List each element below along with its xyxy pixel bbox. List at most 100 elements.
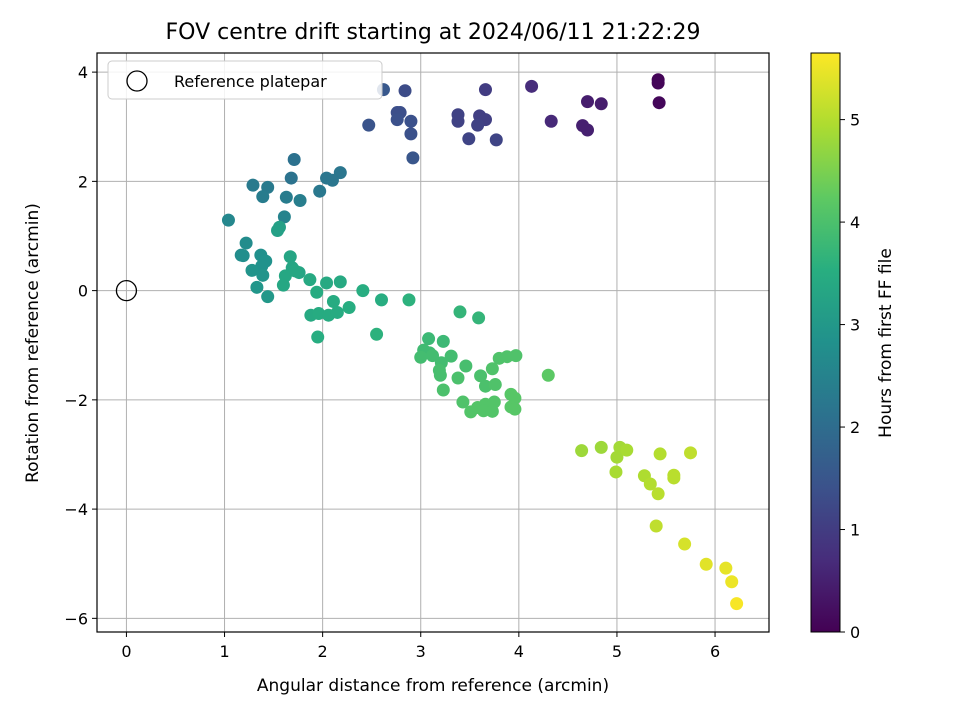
data-point [356,284,370,298]
x-tick-label: 0 [121,642,131,661]
data-point [581,95,595,109]
data-point [643,477,657,491]
data-point [581,123,595,137]
legend-marker-icon [126,70,148,92]
data-point [436,383,450,397]
data-point [575,444,589,458]
data-point [489,133,503,147]
data-point [453,305,467,319]
data-point [730,597,744,611]
data-point [404,114,418,128]
data-point [525,79,539,93]
data-point [541,368,555,382]
colorbar-tick-label: 0 [850,623,860,642]
x-tick-label: 6 [710,642,720,661]
data-points [115,73,744,611]
data-point [426,349,440,363]
y-axis-label: Rotation from reference (arcmin) [23,203,43,483]
data-point [330,305,344,319]
data-point [653,447,667,461]
colorbar-label: Hours from first FF file [876,248,896,438]
data-point [620,443,634,457]
data-point [488,378,502,392]
data-point [471,118,485,132]
data-point [462,132,476,146]
data-point [451,371,465,385]
data-point [293,193,307,207]
data-point [478,83,492,97]
data-point [245,263,259,277]
data-point [402,293,416,307]
data-point [320,276,334,290]
y-tick-label: −4 [64,500,88,519]
data-point [414,350,428,364]
colorbar-ticks: 0 1 2 3 4 5 [840,111,860,642]
data-point [342,301,356,315]
data-point [508,402,522,416]
data-point [246,178,260,192]
x-tick-label: 2 [318,642,328,661]
data-point [313,184,327,198]
y-tick-label: 4 [78,63,88,82]
x-ticks: 0 1 2 3 4 5 6 [121,632,720,661]
colorbar-tick-label: 4 [850,213,860,232]
data-point [398,84,412,98]
data-point [433,368,447,382]
data-point [610,450,624,464]
grid [97,53,769,632]
reference-point-marker [115,279,138,302]
legend: Reference platepar [107,60,383,100]
data-point [236,249,250,263]
legend-label: Reference platepar [174,72,327,91]
data-point [509,349,523,363]
data-point [311,330,325,344]
data-point [444,349,458,363]
data-point [594,440,608,454]
data-point [472,311,486,325]
data-point [221,213,235,227]
data-point [256,268,270,282]
chart-title: FOV centre drift starting at 2024/06/11 … [166,20,701,45]
data-point [478,379,492,393]
data-point [374,293,388,307]
colorbar-tick-label: 1 [850,521,860,540]
colorbar-tick-label: 3 [850,316,860,335]
data-point [594,97,608,111]
data-point [451,114,465,128]
data-point [283,250,297,264]
x-tick-label: 5 [612,642,622,661]
data-point [333,275,347,289]
data-point [652,96,666,110]
data-point [406,151,420,165]
x-tick-label: 1 [219,642,229,661]
data-point [667,471,681,485]
x-axis-label: Angular distance from reference (arcmin) [257,676,609,696]
data-point [303,273,317,287]
data-point [678,537,692,551]
data-point [436,334,450,348]
data-point [276,278,290,292]
data-point [474,369,488,383]
data-point [310,285,324,299]
data-point [544,114,558,128]
y-tick-label: −6 [64,609,88,628]
data-point [459,359,473,373]
legend-box [107,60,383,100]
data-point [256,190,270,204]
y-ticks: −6 −4 −2 0 2 4 [64,63,97,628]
data-point [485,404,499,418]
y-tick-label: −2 [64,391,88,410]
data-point [261,290,275,304]
data-point [284,171,298,185]
colorbar-tick-label: 5 [850,111,860,130]
x-tick-label: 4 [514,642,524,661]
x-tick-label: 3 [416,642,426,661]
data-point [288,264,302,278]
y-tick-label: 0 [78,282,88,301]
data-point [719,561,733,575]
data-point [649,519,663,533]
data-point [277,210,291,224]
data-point [271,224,285,238]
data-point [239,236,253,250]
